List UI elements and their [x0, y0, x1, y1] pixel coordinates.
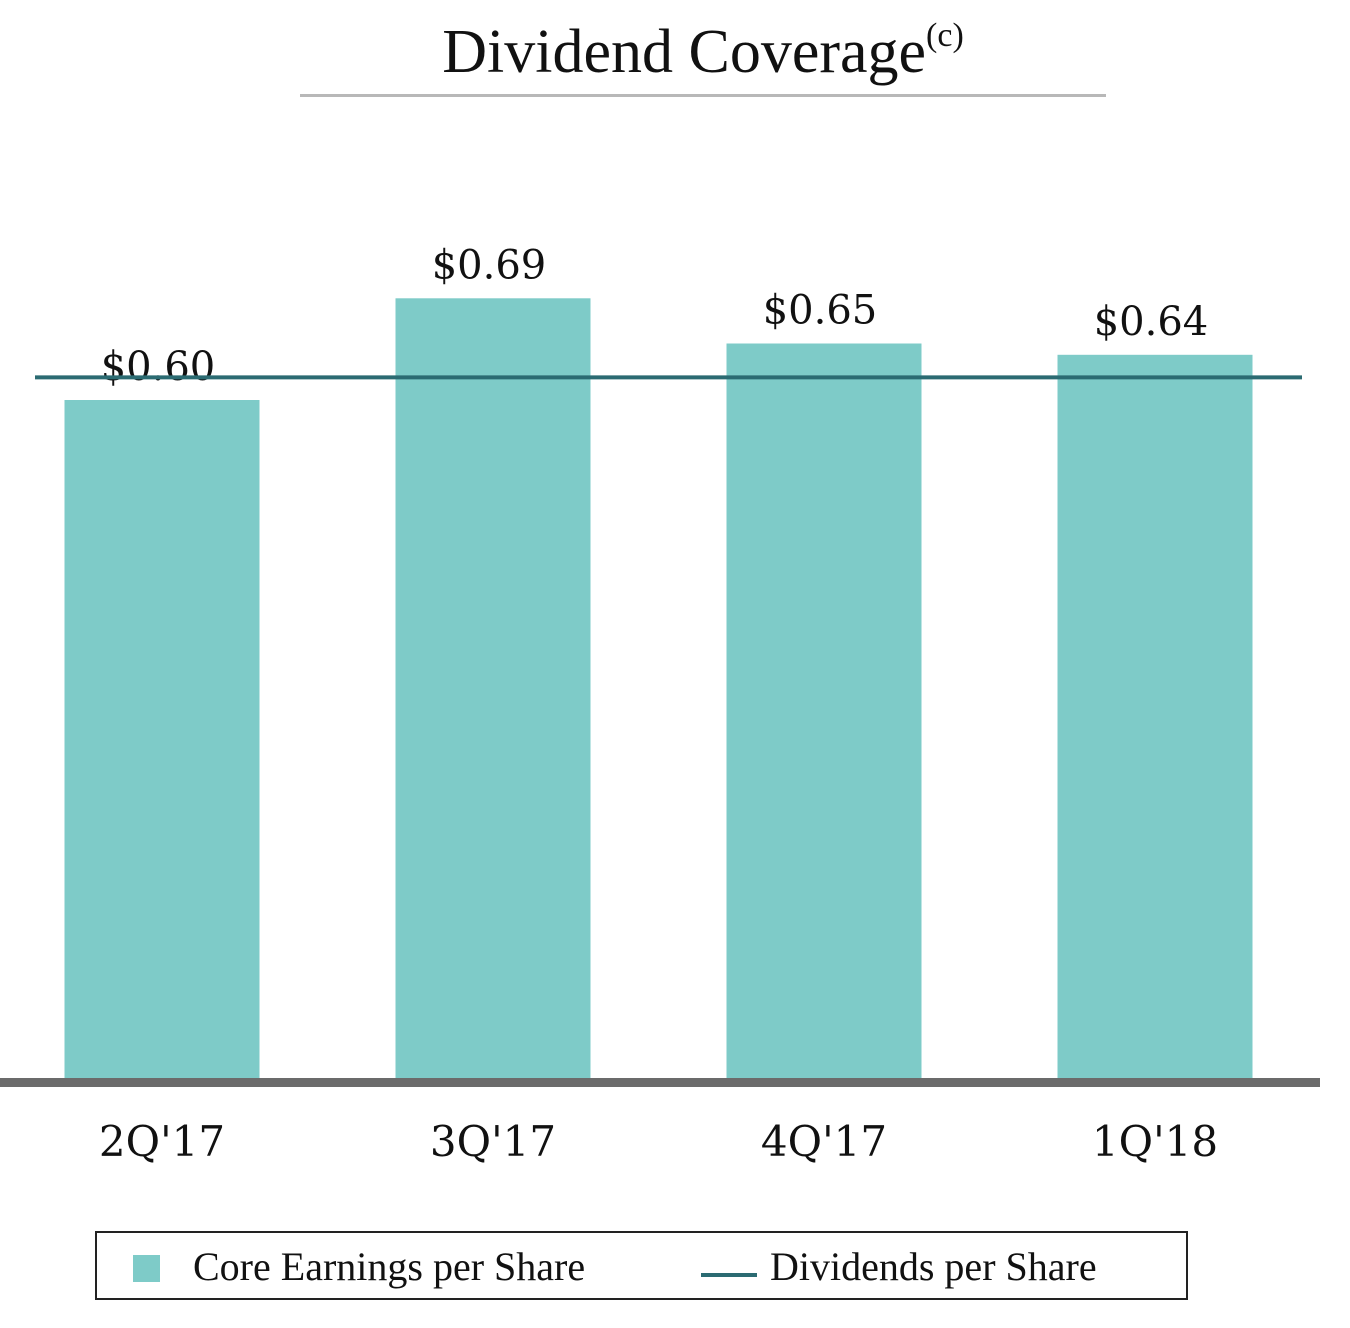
category-label: 3Q'17 [430, 1117, 556, 1166]
bar-labels-group: $0.60 $0.69 $0.65 $0.64 [101, 242, 1209, 390]
x-axis [0, 1078, 1320, 1087]
chart-title-superscript: (c) [926, 17, 964, 54]
chart-title-text: Dividend Coverage [442, 18, 927, 86]
legend-label-dividends: Dividends per Share [770, 1244, 1097, 1289]
bar-chart: $0.60 $0.69 $0.65 $0.64 2Q'17 3Q'17 4Q'17 1Q'1… [0, 242, 1320, 1166]
title-underline [300, 94, 1106, 97]
bar-1Q'18 [1057, 354, 1253, 1078]
legend-line-dividends [701, 1273, 757, 1277]
data-label: $0.64 [1094, 299, 1209, 345]
bar-4Q'17 [726, 343, 922, 1078]
data-label: $0.69 [432, 242, 547, 288]
legend-label-core-earnings: Core Earnings per Share [193, 1244, 586, 1289]
bars-group [64, 298, 1253, 1078]
category-label: 2Q'17 [99, 1117, 225, 1166]
category-label: 1Q'18 [1092, 1117, 1218, 1166]
category-labels-group: 2Q'17 3Q'17 4Q'17 1Q'18 [99, 1117, 1218, 1166]
category-label: 4Q'17 [761, 1117, 887, 1166]
x-axis-baseline [0, 1078, 1320, 1087]
data-label: $0.65 [763, 288, 878, 334]
bar-3Q'17 [395, 298, 591, 1078]
chart-title: Dividend Coverage(c) [0, 14, 1350, 90]
legend-swatch-core-earnings [133, 1255, 160, 1282]
bar-2Q'17 [64, 400, 260, 1078]
legend: Core Earnings per Share Dividends per Sh… [95, 1231, 1188, 1300]
data-label: $0.60 [101, 344, 216, 390]
